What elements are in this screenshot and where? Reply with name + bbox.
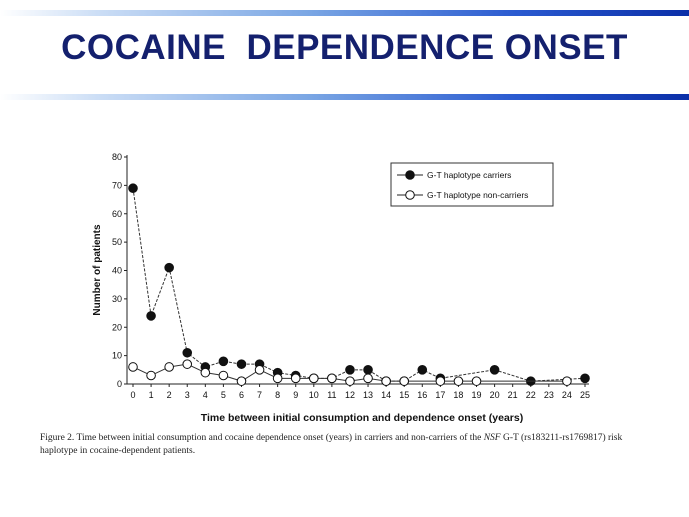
caption-gene-name: NSF (483, 433, 501, 443)
x-tick-label: 0 (130, 390, 135, 400)
data-point-series-2 (218, 370, 229, 381)
data-point-series-2 (272, 373, 283, 384)
chart-axes: 0 1 2 3 4 5 6 7 8 9 10 11 12 13 14 15 16 17 18 19 20 21 22 23 24… (112, 152, 590, 400)
caption-text-start: Figure 2. Time between initial consumpti… (40, 433, 484, 443)
x-tick-label: 15 (399, 390, 409, 400)
data-point-series-1 (146, 311, 156, 321)
x-tick-label: 13 (363, 390, 373, 400)
chart-legend: G-T haplotype carriers G-T haplotype non-… (390, 162, 554, 207)
data-point-series-2 (381, 376, 391, 386)
data-point-series-1 (345, 365, 355, 375)
data-point-series-2 (435, 376, 446, 386)
data-point-series-2 (128, 362, 138, 372)
legend-box (390, 162, 554, 207)
slide-title: COCAINE DEPENDENCE ONSET (61, 28, 628, 67)
data-point-series-2 (290, 373, 301, 384)
x-axis-label: Time between initial consumption and dep… (201, 412, 523, 424)
x-tick-label: 19 (472, 390, 482, 400)
y-tick-label: 50 (112, 237, 122, 247)
x-tick-label: 5 (221, 390, 226, 400)
data-point-series-2 (254, 365, 265, 375)
data-point-series-2 (453, 376, 464, 386)
data-point-series-2 (236, 376, 247, 386)
data-point-series-2 (562, 376, 572, 386)
y-tick-label: 30 (112, 294, 122, 304)
bottom-decorative-band (0, 94, 689, 100)
legend-label: G-T haplotype carriers (427, 170, 511, 180)
data-point-series-2 (327, 373, 337, 384)
data-point-series-1 (236, 359, 247, 369)
y-tick-label: 40 (112, 266, 122, 276)
data-point-series-2 (146, 370, 156, 381)
x-tick-label: 8 (275, 390, 280, 400)
x-tick-label: 24 (562, 390, 572, 400)
data-point-series-1 (489, 365, 500, 375)
top-decorative-band (0, 10, 689, 16)
data-point-series-2 (182, 359, 193, 369)
data-point-series-1 (218, 356, 229, 367)
data-point-series-1 (580, 373, 590, 384)
data-point-series-1 (128, 183, 138, 194)
x-tick-label: 3 (185, 390, 190, 400)
x-tick-label: 25 (580, 390, 590, 400)
x-tick-label: 6 (239, 390, 244, 400)
x-tick-label: 11 (327, 390, 336, 400)
data-point-series-1 (363, 365, 373, 375)
data-point-series-2 (345, 376, 355, 386)
data-point-series-2 (471, 376, 482, 386)
x-tick-label: 1 (149, 390, 154, 400)
y-tick-label: 10 (112, 351, 122, 361)
x-tick-label: 10 (309, 390, 319, 400)
data-point-series-1 (417, 365, 428, 375)
data-point-series-2 (399, 376, 410, 386)
data-point-series-2 (309, 373, 319, 384)
y-tick-label: 60 (112, 209, 122, 219)
data-point-series-1 (164, 262, 174, 273)
chart-series (128, 183, 590, 386)
data-point-series-2 (363, 373, 373, 384)
data-point-series-2 (164, 362, 174, 372)
x-tick-label: 23 (544, 390, 554, 400)
caption-text-end: G-T (rs183211-rs1769817) risk haplotype … (40, 433, 623, 456)
y-tick-label: 80 (112, 152, 122, 162)
x-tick-label: 21 (508, 390, 518, 400)
y-tick-label: 0 (117, 379, 122, 389)
figure-caption: Figure 2. Time between initial consumpti… (40, 432, 652, 457)
x-tick-label: 18 (453, 390, 463, 400)
x-tick-label: 12 (345, 390, 355, 400)
x-tick-label: 9 (293, 390, 298, 400)
x-tick-label: 14 (381, 390, 391, 400)
y-tick-label: 20 (112, 322, 122, 332)
x-tick-label: 2 (167, 390, 172, 400)
legend-marker (405, 190, 415, 200)
series-line-1 (132, 188, 586, 382)
legend-marker (405, 170, 415, 180)
x-tick-label: 20 (490, 390, 500, 400)
x-tick-label: 7 (257, 390, 262, 400)
legend-label: G-T haplotype non-carriers (427, 190, 528, 200)
data-point-series-1 (182, 347, 193, 358)
x-tick-label: 4 (203, 390, 208, 400)
y-axis-label: Number of patients (92, 224, 103, 316)
x-tick-label: 17 (435, 390, 445, 400)
x-tick-label: 16 (417, 390, 427, 400)
data-point-series-2 (200, 367, 211, 378)
x-tick-label: 22 (526, 390, 536, 400)
y-tick-label: 70 (112, 180, 122, 190)
